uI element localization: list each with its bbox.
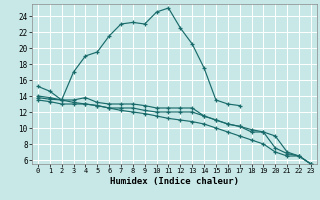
X-axis label: Humidex (Indice chaleur): Humidex (Indice chaleur) xyxy=(110,177,239,186)
